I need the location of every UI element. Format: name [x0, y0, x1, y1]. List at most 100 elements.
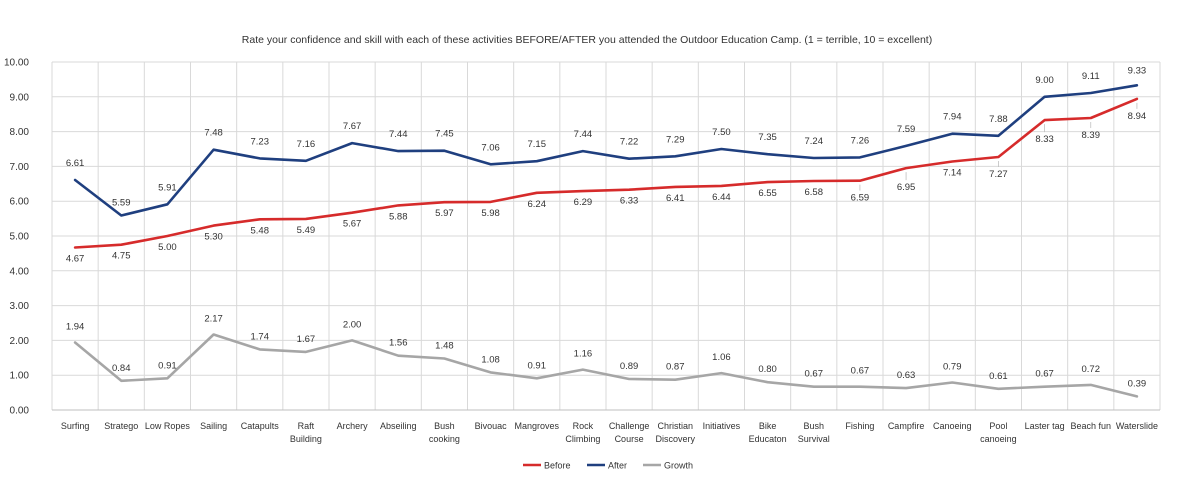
- y-tick-label: 2.00: [10, 336, 30, 347]
- data-label-after: 7.59: [897, 124, 916, 135]
- data-label-growth: 1.56: [389, 338, 408, 349]
- data-label-before: 8.39: [1082, 130, 1101, 141]
- data-label-before: 5.67: [343, 219, 362, 230]
- data-label-growth: 1.67: [297, 334, 316, 345]
- data-label-after: 7.24: [805, 136, 824, 147]
- data-label-growth: 0.63: [897, 370, 916, 381]
- x-axis: Surfing Stratego Low Ropes Sailing Catapults…: [52, 409, 1160, 444]
- x-tick-label-line: Bivouac: [475, 421, 508, 431]
- x-tick-label-line: Bush: [803, 421, 824, 431]
- data-label-after: 5.59: [112, 197, 131, 208]
- x-tick-label-line: cooking: [429, 434, 460, 444]
- legend: Before After Growth: [523, 460, 693, 470]
- x-tick-label: Stratego: [104, 421, 138, 431]
- data-label-before: 6.55: [758, 188, 777, 199]
- x-tick-label: Bush Survival: [798, 421, 830, 444]
- data-label-before: 5.49: [297, 225, 316, 236]
- x-tick-label-line: Initiatives: [703, 421, 741, 431]
- y-tick-label: 10.00: [4, 58, 29, 69]
- x-tick-label: Initiatives: [703, 421, 741, 431]
- x-tick-label: Sailing: [200, 421, 227, 431]
- data-label-before: 7.14: [943, 168, 962, 179]
- x-tick-label: Bike Educaton: [749, 421, 787, 444]
- data-label-before: 6.44: [712, 192, 731, 203]
- data-label-before: 4.67: [66, 253, 85, 264]
- x-tick-label-line: Course: [615, 434, 644, 444]
- data-label-before: 5.97: [435, 208, 454, 219]
- x-tick-label: Waterslide: [1116, 421, 1158, 431]
- data-label-after: 5.91: [158, 182, 177, 193]
- data-label-growth: 1.08: [481, 354, 500, 365]
- data-label-growth: 0.84: [112, 363, 131, 374]
- y-tick-label: 9.00: [10, 92, 30, 103]
- data-label-growth: 0.87: [666, 362, 685, 373]
- x-tick-label-line: Survival: [798, 434, 830, 444]
- series-lines: [73, 84, 1139, 398]
- y-tick-label: 1.00: [10, 371, 30, 382]
- x-tick-label-line: Rock: [573, 421, 594, 431]
- data-label-after: 7.26: [851, 135, 870, 146]
- x-tick-label: Rock Climbing: [565, 421, 600, 444]
- x-tick-label-line: Pool: [989, 421, 1007, 431]
- data-label-growth: 0.89: [620, 361, 639, 372]
- x-tick-label-line: Low Ropes: [145, 421, 191, 431]
- data-label-growth: 1.74: [251, 331, 270, 342]
- data-label-growth: 1.94: [66, 321, 85, 332]
- data-label-after: 7.94: [943, 112, 962, 123]
- x-tick-label-line: Surfing: [61, 421, 90, 431]
- legend-label-after: After: [608, 460, 627, 470]
- data-label-growth: 0.79: [943, 362, 962, 373]
- x-tick-label-line: Mangroves: [514, 421, 559, 431]
- chart-title: Rate your confidence and skill with each…: [242, 34, 932, 46]
- x-tick-label: Canoeing: [933, 421, 972, 431]
- data-label-after: 7.23: [251, 136, 270, 147]
- data-label-growth: 0.61: [989, 371, 1008, 382]
- data-label-growth: 1.16: [574, 349, 593, 360]
- data-label-growth: 0.67: [1035, 369, 1054, 380]
- x-tick-label: Surfing: [61, 421, 90, 431]
- x-tick-label-line: Catapults: [241, 421, 280, 431]
- series-line-after: [73, 84, 1139, 217]
- x-tick-label: Pool canoeing: [980, 421, 1017, 444]
- data-label-after: 7.67: [343, 121, 362, 132]
- data-label-before: 6.33: [620, 196, 639, 207]
- data-label-after: 7.44: [389, 129, 408, 140]
- data-label-before: 5.48: [251, 225, 270, 236]
- data-label-before: 8.33: [1035, 134, 1054, 145]
- data-label-before: 6.29: [574, 197, 593, 208]
- data-label-after: 7.44: [574, 129, 593, 140]
- x-tick-label-line: Bike: [759, 421, 777, 431]
- x-tick-label: Christian Discovery: [655, 421, 695, 444]
- data-label-growth: 1.06: [712, 352, 731, 363]
- x-tick-label-line: Archery: [337, 421, 369, 431]
- x-tick-label: Challenge Course: [609, 421, 650, 444]
- series-line-before: [73, 97, 1139, 249]
- x-tick-label-line: Fishing: [845, 421, 874, 431]
- x-tick-label-line: Bush: [434, 421, 455, 431]
- x-tick-label: Low Ropes: [145, 421, 191, 431]
- data-label-before: 6.24: [528, 199, 547, 210]
- x-tick-label: Archery: [337, 421, 369, 431]
- x-tick-label-line: Raft: [298, 421, 315, 431]
- x-tick-label: Catapults: [241, 421, 280, 431]
- y-axis: 0.00 1.00 2.00 3.00 4.00 5.00 6.00 7.00 8.00 9.00…: [4, 58, 29, 417]
- legend-label-growth: Growth: [664, 460, 693, 470]
- data-label-after: 6.61: [66, 158, 85, 169]
- data-label-before: 5.98: [481, 208, 500, 219]
- x-tick-label: Raft Building: [290, 421, 322, 444]
- data-label-growth: 0.67: [805, 369, 824, 380]
- data-label-after: 7.88: [989, 114, 1008, 125]
- x-tick-label-line: Laster tag: [1025, 421, 1065, 431]
- data-label-growth: 1.48: [435, 340, 454, 351]
- x-tick-label: Mangroves: [514, 421, 559, 431]
- data-label-growth: 0.67: [851, 366, 870, 377]
- data-label-growth: 2.00: [343, 319, 362, 330]
- x-tick-label: Bush cooking: [429, 421, 460, 444]
- x-tick-label: Abseiling: [380, 421, 417, 431]
- x-tick-label-line: Beach fun: [1070, 421, 1111, 431]
- x-tick-label-line: Challenge: [609, 421, 650, 431]
- data-label-growth: 0.91: [528, 360, 547, 371]
- x-tick-label: Laster tag: [1025, 421, 1065, 431]
- y-tick-label: 3.00: [10, 301, 30, 312]
